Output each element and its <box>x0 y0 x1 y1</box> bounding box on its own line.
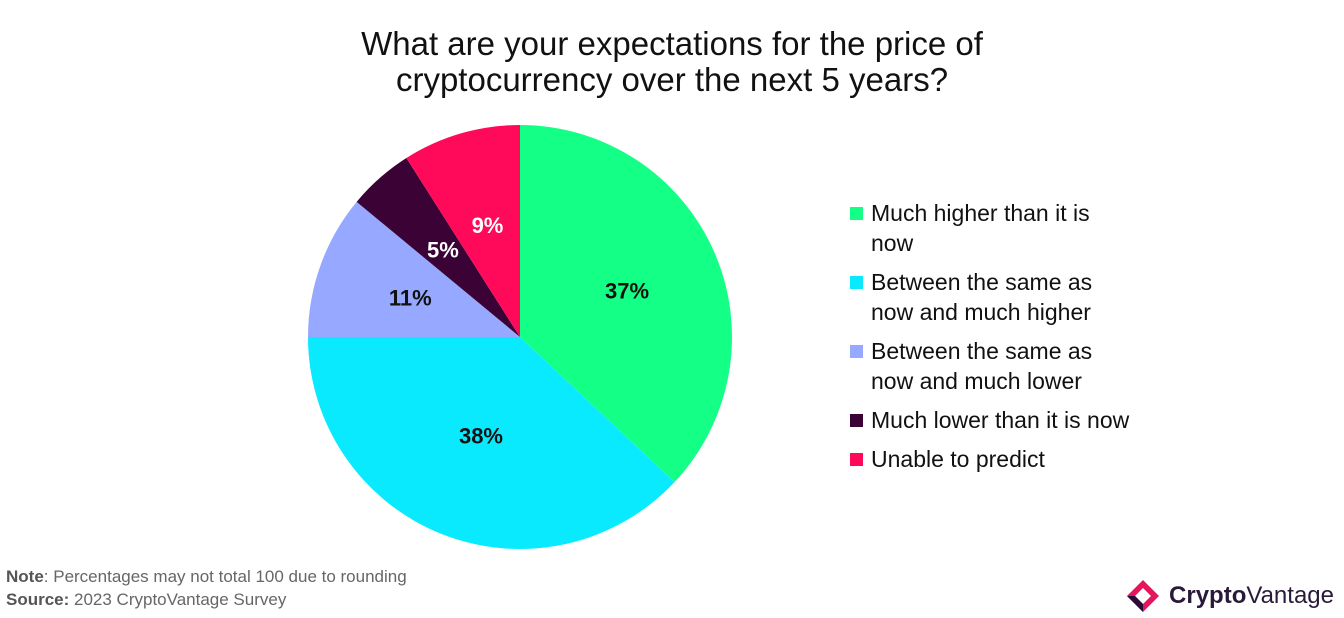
legend-item: Between the same as now and much higher <box>850 267 1180 327</box>
brand-logo: CryptoVantage <box>1125 578 1334 614</box>
cryptovantage-logo-icon <box>1127 580 1160 612</box>
chart-title: What are your expectations for the price… <box>0 26 1344 98</box>
footnote: Note: Percentages may not total 100 due … <box>6 565 407 611</box>
legend-label-line: Much lower than it is now <box>871 407 1130 433</box>
pie-slice <box>356 158 520 337</box>
pie-slice-label: 11% <box>389 286 432 311</box>
legend-label-line: Unable to predict <box>871 446 1045 472</box>
legend-item: Unable to predict <box>850 444 1180 474</box>
source-text: 2023 CryptoVantage Survey <box>69 590 287 609</box>
pie-slice <box>308 201 520 337</box>
pie-slice-label: 38% <box>459 424 503 449</box>
legend-label: Much lower than it is now <box>871 405 1129 435</box>
pie-slice-label: 9% <box>472 213 504 238</box>
brand-name-part-2: Vantage <box>1246 582 1334 609</box>
brand-name: CryptoVantage <box>1169 582 1334 610</box>
legend-label-line: now and much higher <box>871 299 1091 325</box>
pie-slice <box>406 125 520 337</box>
note-line: Note: Percentages may not total 100 due … <box>6 565 407 588</box>
pie-slice-label: 5% <box>427 238 459 263</box>
legend-swatch <box>850 453 863 466</box>
pie-slice <box>308 337 675 549</box>
note-text: : Percentages may not total 100 due to r… <box>43 567 407 586</box>
legend-swatch <box>850 276 863 289</box>
legend-swatch <box>850 414 863 427</box>
pie-slice-label: 37% <box>605 279 649 304</box>
legend-label-line: Between the same as <box>871 269 1093 295</box>
chart-title-line-1: What are your expectations for the price… <box>361 25 983 62</box>
source-line: Source: 2023 CryptoVantage Survey <box>6 588 407 611</box>
legend-label-line: Much higher than it is <box>871 200 1090 226</box>
legend-label: Between the same as now and much lower <box>871 336 1092 396</box>
legend-item: Much higher than it is now <box>850 198 1180 258</box>
legend-swatch <box>850 345 863 358</box>
legend-swatch <box>850 207 863 220</box>
legend-label-line: now and much lower <box>871 368 1082 394</box>
legend-item: Between the same as now and much lower <box>850 336 1180 396</box>
source-label: Source: <box>6 590 70 609</box>
chart-title-line-2: cryptocurrency over the next 5 years? <box>395 61 949 98</box>
legend-item: Much lower than it is now <box>850 405 1180 435</box>
note-label: Note <box>6 567 44 586</box>
legend-label: Unable to predict <box>871 444 1045 474</box>
legend-label-line: Between the same as <box>871 338 1093 364</box>
legend: Much higher than it is now Between the s… <box>850 198 1180 483</box>
legend-label: Much higher than it is now <box>871 198 1090 258</box>
brand-name-part-1: Crypto <box>1169 582 1247 609</box>
legend-label-line: now <box>871 230 914 256</box>
legend-label: Between the same as now and much higher <box>871 267 1092 327</box>
pie-slice <box>520 125 732 483</box>
